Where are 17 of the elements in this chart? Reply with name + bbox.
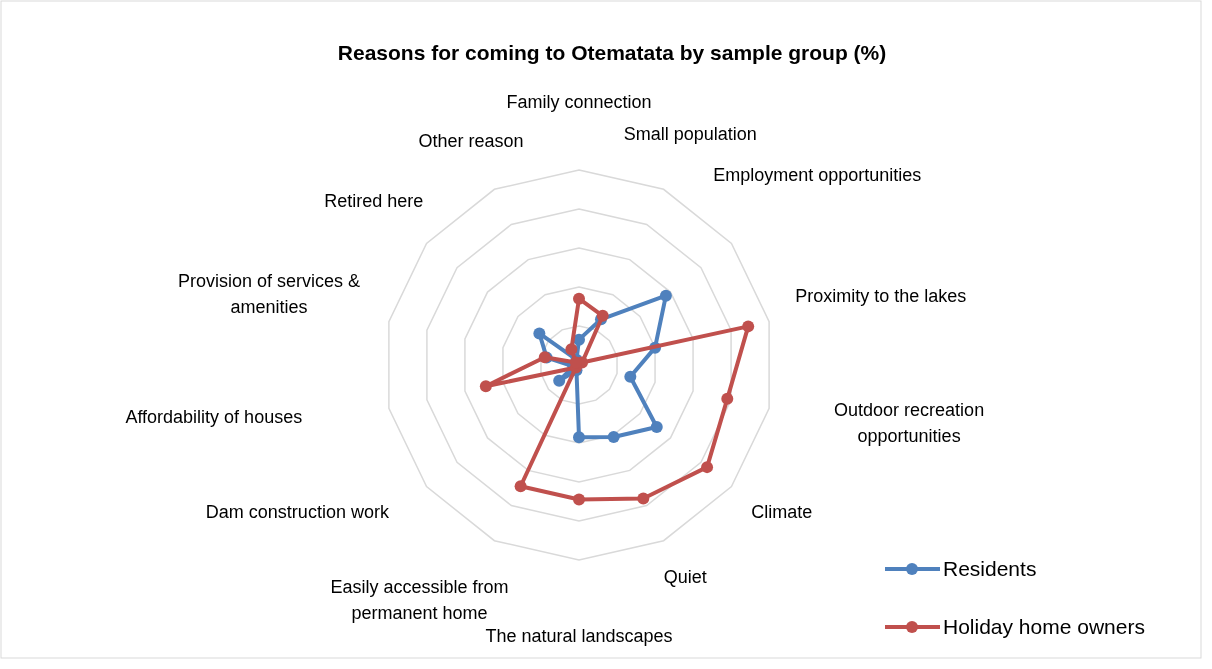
spoke-label: Easily accessible from permanent home bbox=[330, 577, 509, 624]
spoke-label: Family connection bbox=[506, 91, 652, 112]
spoke-label: Dam construction work bbox=[205, 501, 390, 522]
spoke-label: Outdoor recreation opportunities bbox=[834, 400, 985, 447]
legend-label: Residents bbox=[943, 557, 1037, 580]
spoke-label: Quiet bbox=[663, 566, 707, 587]
legend-label: Holiday home owners bbox=[943, 615, 1145, 638]
spoke-label: Affordability of houses bbox=[125, 407, 303, 428]
spoke-label: Small population bbox=[623, 123, 757, 144]
spoke-label: Proximity to the lakes bbox=[795, 286, 967, 307]
spoke-label: Provision of services & amenities bbox=[177, 271, 361, 318]
spoke-label: Other reason bbox=[418, 130, 524, 151]
chart-title: Reasons for coming to Otematata by sample group (%) bbox=[337, 41, 887, 64]
spoke-label: Retired here bbox=[324, 191, 424, 212]
spoke-label: The natural landscapes bbox=[485, 626, 673, 646]
spoke-label: Employment opportunities bbox=[713, 164, 922, 185]
spoke-label: Climate bbox=[751, 501, 813, 522]
